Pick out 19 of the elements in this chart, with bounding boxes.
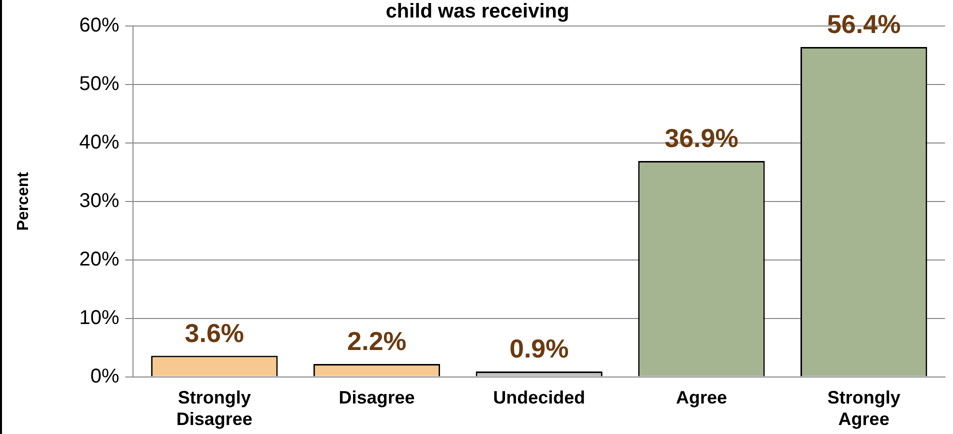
y-tick-label: 50% bbox=[79, 72, 120, 95]
x-tick-label: Strongly Disagree bbox=[176, 388, 252, 430]
x-tick-label: Disagree bbox=[338, 388, 415, 408]
y-axis-title: Percent bbox=[15, 171, 32, 231]
data-label: 3.6% bbox=[184, 318, 244, 348]
y-tick-label: 40% bbox=[79, 131, 120, 154]
y-tick-label: 60% bbox=[79, 14, 120, 37]
x-tick-label: Strongly Agree bbox=[827, 388, 900, 430]
data-label: 36.9% bbox=[664, 123, 738, 154]
y-tick-label: 20% bbox=[79, 248, 120, 270]
x-tick-label: Undecided bbox=[493, 388, 586, 408]
x-tick-label: Agree bbox=[676, 388, 727, 408]
y-tick-label: 30% bbox=[79, 190, 120, 212]
data-label: 2.2% bbox=[347, 326, 406, 356]
chart-title: child was receiving bbox=[386, 0, 570, 23]
data-label: 56.4% bbox=[826, 9, 901, 40]
y-tick-label: 10% bbox=[79, 306, 120, 329]
data-label: 0.9% bbox=[509, 334, 569, 364]
y-tick-label: 0% bbox=[90, 365, 120, 388]
